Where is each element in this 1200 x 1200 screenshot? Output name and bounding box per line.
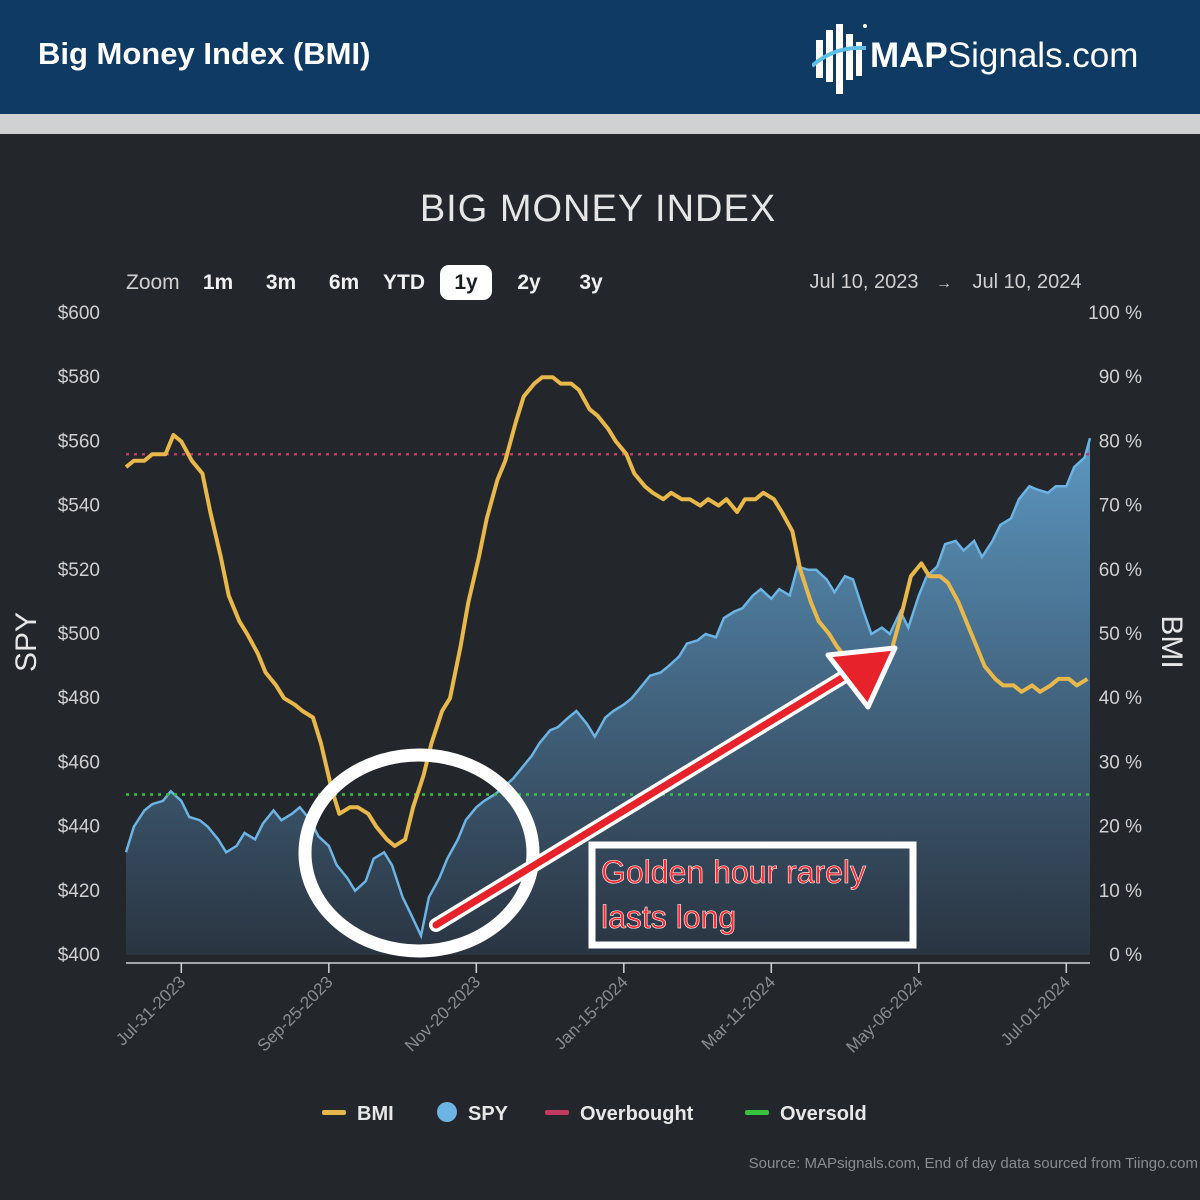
legend-item-overbought[interactable]: Overbought [545, 1103, 694, 1125]
y-left-tick-label: $580 [58, 367, 100, 388]
x-tick-label: Sep-25-2023 [254, 972, 337, 1055]
y-left-tick-label: $560 [58, 431, 100, 452]
y-left-tick-label: $520 [58, 560, 100, 581]
y-left-tick-label: $540 [58, 496, 100, 517]
y-right-tick-label: 100 % [1088, 303, 1142, 324]
range-to[interactable]: Jul 10, 2024 [973, 271, 1082, 293]
arrow-head-icon [825, 645, 898, 710]
x-tick-label: May-06-2024 [842, 972, 926, 1056]
x-tick-label: Nov-20-2023 [401, 972, 484, 1055]
legend-swatch [745, 1110, 769, 1115]
y-right-tick-label: 30 % [1099, 752, 1142, 773]
y-right-tick-label: 90 % [1099, 367, 1142, 388]
mapsignals-logo-icon [812, 24, 867, 94]
source-note: Source: MAPsignals.com, End of day data … [749, 1155, 1198, 1172]
annotation-box [588, 841, 917, 949]
legend-label: SPY [468, 1103, 509, 1125]
annotation-arrow [429, 645, 898, 932]
x-tick-label: Mar-11-2024 [698, 972, 779, 1053]
x-axis: Jul-31-2023 Sep-25-2023 Nov-20-2023 Jan-15-… [112, 963, 1074, 1057]
zoom-option-2y[interactable]: 2y [517, 271, 541, 294]
y-right-tick-label: 10 % [1099, 881, 1142, 902]
zoom-option-label: 6m [329, 271, 359, 294]
zoom-bar: Zoom 1m 3m 6m YTD 1y 2y 3y [126, 265, 603, 300]
y-right-tick-label: 50 % [1099, 624, 1142, 645]
separator-band [0, 114, 1200, 134]
y-right-tick-label: 0 % [1109, 945, 1142, 966]
y-left-tick-label: $460 [58, 752, 100, 773]
annotation-line-2: lasts long [601, 899, 736, 935]
y-left-axis-label: SPY [10, 612, 43, 672]
zoom-option-3y[interactable]: 3y [579, 271, 603, 294]
zoom-option-label: YTD [383, 271, 425, 294]
range-arrow-icon: → [936, 275, 952, 292]
annotation-line-1: Golden hour rarely [601, 854, 866, 890]
x-tick-label: Jul-01-2024 [997, 972, 1074, 1049]
page-title: Big Money Index (BMI) [38, 36, 371, 71]
legend-swatch [437, 1102, 457, 1122]
zoom-label: Zoom [126, 271, 180, 294]
y-left-axis: $600 $580 $560 $540 $520 $500 $480 $460 $440 $420… [58, 303, 100, 966]
range-from[interactable]: Jul 10, 2023 [810, 271, 919, 293]
x-tick-label: Jan-15-2024 [551, 972, 632, 1053]
zoom-option-1m[interactable]: 1m [203, 271, 233, 294]
date-range: Jul 10, 2023 → Jul 10, 2024 [810, 271, 1082, 293]
zoom-option-3m[interactable]: 3m [266, 271, 296, 294]
zoom-option-label: 3y [579, 271, 603, 294]
brand-logo[interactable]: MAPSignals.com [812, 20, 1172, 100]
legend-swatch [322, 1110, 346, 1115]
y-left-tick-label: $400 [58, 945, 100, 966]
zoom-option-6m[interactable]: 6m [329, 271, 359, 294]
y-right-tick-label: 20 % [1099, 817, 1142, 838]
zoom-option-label: 3m [266, 271, 296, 294]
legend-item-bmi[interactable]: BMI [322, 1103, 394, 1125]
y-left-tick-label: $420 [58, 881, 100, 902]
y-left-tick-label: $480 [58, 688, 100, 709]
zoom-option-label: 1y [454, 271, 478, 294]
spy-line[interactable] [124, 437, 1092, 940]
header-bar: Big Money Index (BMI) MAPSignals.com [0, 0, 1200, 114]
chart-title: BIG MONEY INDEX [420, 188, 776, 230]
zoom-selected-pill [440, 265, 492, 300]
zoom-option-label: 1m [203, 271, 233, 294]
legend-label: Overbought [580, 1103, 694, 1125]
y-left-tick-label: $500 [58, 624, 100, 645]
x-tick-label: Jul-31-2023 [112, 972, 189, 1049]
legend-item-spy[interactable]: SPY [437, 1102, 509, 1125]
legend-item-oversold[interactable]: Oversold [745, 1103, 867, 1125]
bmi-line[interactable] [124, 375, 1089, 848]
zoom-option-ytd[interactable]: YTD [383, 271, 425, 294]
zoom-option-1y[interactable]: 1y [440, 265, 492, 300]
y-right-axis-label: BMI [1155, 615, 1188, 668]
brand-name: MAPSignals.com [870, 36, 1139, 75]
legend-label: BMI [357, 1103, 394, 1125]
y-left-tick-label: $600 [58, 303, 100, 324]
legend-label: Oversold [780, 1103, 867, 1125]
zoom-option-label: 2y [517, 271, 541, 294]
spy-area [126, 438, 1090, 955]
y-right-tick-label: 60 % [1099, 560, 1142, 581]
y-left-tick-label: $440 [58, 817, 100, 838]
legend: BMI SPY Overbought Oversold [322, 1102, 867, 1125]
y-right-tick-label: 80 % [1099, 431, 1142, 452]
y-right-tick-label: 40 % [1099, 688, 1142, 709]
y-right-tick-label: 70 % [1099, 496, 1142, 517]
legend-swatch [545, 1110, 569, 1115]
highlight-circle [298, 748, 540, 958]
y-right-axis: 100 % 90 % 80 % 70 % 60 % 50 % 40 % 30 % 20 % 10 … [1088, 303, 1142, 966]
